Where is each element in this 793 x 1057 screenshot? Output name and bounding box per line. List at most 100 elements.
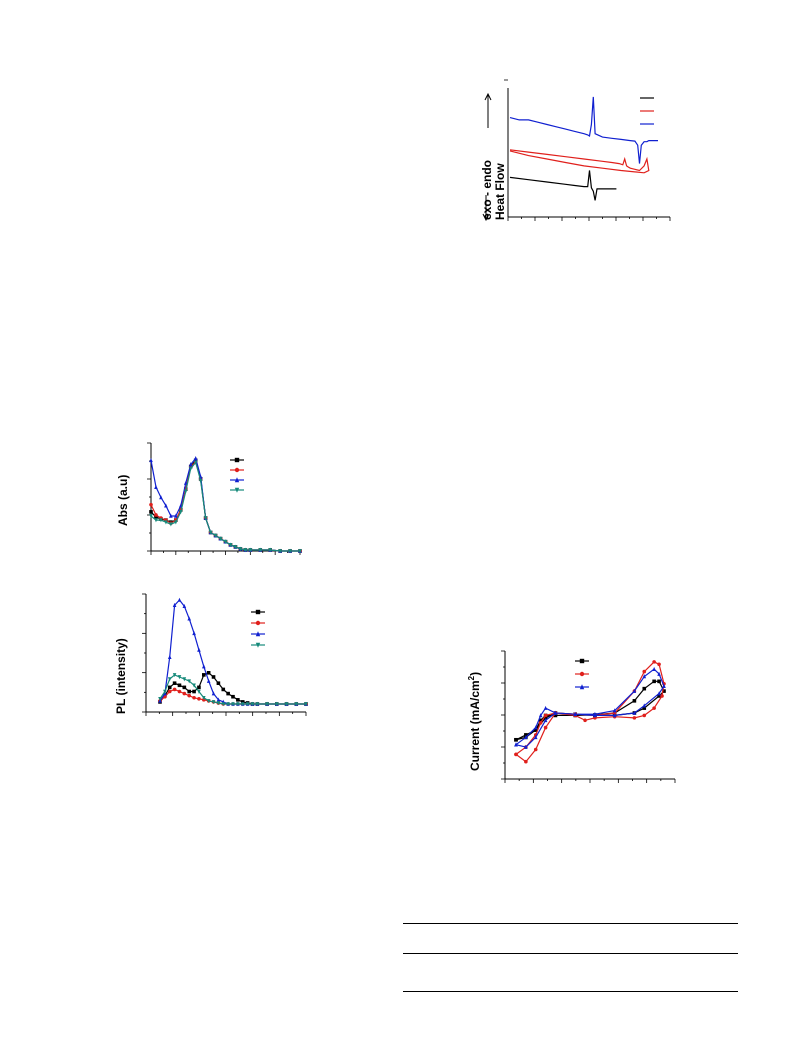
cv-series-1-point	[652, 660, 656, 664]
abs-series-2-point	[149, 458, 153, 463]
abs-series-3-point	[174, 520, 178, 525]
abs-series-2-line	[150, 457, 300, 552]
cv-series-1-point	[657, 662, 661, 667]
cv-series-0-point	[524, 733, 528, 737]
pl-series-0-point	[167, 685, 172, 690]
pl-series-0-point	[226, 691, 230, 696]
abs-series-2-point	[164, 503, 168, 508]
pl-series-3-line	[159, 674, 306, 705]
pl-series-3-point	[250, 702, 255, 707]
pl-series-0-point	[206, 671, 211, 675]
pl-series-3-point	[226, 702, 230, 707]
table-bottom-rule	[403, 991, 738, 992]
cv-series-0-point	[533, 728, 538, 732]
cv-series-2-point	[652, 666, 656, 671]
pl-series-2-point	[182, 603, 187, 609]
cv-series-group	[514, 660, 666, 764]
pl-series-3-point	[172, 673, 177, 678]
cv-ylabel-end: )	[468, 672, 482, 676]
pl-series-0-point	[192, 689, 196, 694]
abs-series-3-point	[169, 522, 173, 527]
cv-series-2-point	[632, 710, 637, 715]
cv-series-1-point	[524, 759, 528, 764]
abs-series-3-point	[248, 548, 253, 553]
abs-series-0-point	[149, 510, 153, 514]
abs-legend-marker	[234, 467, 240, 473]
pl-series-0-point	[211, 675, 216, 679]
table-top-rule	[403, 923, 738, 924]
abs-legend-marker	[234, 477, 240, 483]
abs-series-3-point	[278, 549, 282, 554]
pl-series-2-point	[192, 630, 196, 636]
abs-series-3-point	[159, 518, 163, 523]
cv-series-2-point	[543, 718, 548, 723]
abs-series-3-point	[193, 460, 198, 465]
pl-series-0-point	[187, 689, 191, 694]
cv-series-0-point	[553, 713, 558, 718]
pl-series-0-point	[197, 685, 201, 690]
abs-series-0-line	[150, 459, 300, 552]
pl-series-2-point	[216, 697, 221, 702]
cv-series-2-point	[524, 735, 528, 740]
abs-series-3-point	[154, 518, 158, 523]
cv-series-2-point	[612, 713, 617, 718]
pl-legend-marker	[255, 642, 261, 648]
abs-series-3-point	[213, 533, 218, 538]
pl-plot: PL (intensity)	[114, 593, 308, 716]
abs-figure: Abs (a.u)	[110, 440, 310, 565]
abs-series-2-point	[188, 462, 193, 467]
cv-series-1-point	[533, 747, 538, 752]
abs-series-3-point	[149, 514, 153, 519]
dsc-legend	[640, 97, 654, 125]
abs-series-3-point	[258, 548, 263, 553]
abs-series-3-point	[228, 543, 233, 548]
pl-series-3-point	[187, 679, 191, 684]
pl-series-3-point	[167, 677, 172, 682]
abs-series-1-point	[149, 502, 153, 507]
cv-series-2-point	[533, 725, 538, 730]
pl-series-3-point	[211, 700, 216, 705]
abs-series-3-point	[238, 547, 243, 552]
abs-series-2-point	[159, 495, 163, 500]
abs-plot: Abs (a.u)	[116, 442, 302, 555]
abs-series-3-point	[298, 549, 302, 554]
cv-series-2-point	[642, 674, 647, 679]
cv-series-0-point	[514, 737, 518, 742]
pl-series-3-point	[245, 702, 250, 707]
cv-series-2-point	[662, 683, 666, 689]
pl-series-1-point	[192, 695, 196, 700]
pl-series-3-point	[221, 702, 226, 707]
abs-series-3-point	[268, 548, 272, 553]
pl-series-3-point	[216, 701, 221, 706]
cv-series-0-point	[642, 686, 647, 691]
abs-series-3-point	[198, 479, 203, 484]
dsc-ylabel-bottom: Heat Flow	[493, 163, 507, 220]
cv-series-1-point	[583, 718, 587, 723]
pl-series-3-point	[240, 702, 245, 707]
cv-series-2-point	[514, 742, 518, 747]
abs-series-3-point	[164, 520, 168, 525]
abs-legend-marker	[234, 487, 240, 493]
cv-series-1-point	[538, 720, 543, 725]
dsc-series-1-line	[509, 149, 650, 174]
cv-series-1-point	[652, 706, 656, 710]
pl-series-3-point	[304, 702, 308, 707]
abs-series-3-point	[183, 489, 188, 494]
pl-series-1-point	[197, 697, 201, 701]
pl-legend	[251, 609, 265, 648]
pl-series-3-point	[192, 683, 196, 688]
pl-series-2-point	[202, 664, 206, 669]
abs-series-3-point	[188, 466, 193, 471]
cv-series-2-point	[642, 703, 647, 708]
pl-series-2-line	[159, 599, 306, 705]
pl-series-2-point	[177, 597, 182, 602]
pl-series-3-point	[294, 702, 299, 707]
pl-series-2-point	[167, 654, 172, 659]
abs-series-3-point	[179, 510, 183, 515]
pl-series-3-point	[236, 702, 240, 707]
abs-series-3-point	[288, 549, 292, 554]
pl-series-1-point	[172, 687, 177, 692]
cv-series-2-point	[593, 713, 597, 718]
pl-ylabel: PL (intensity)	[114, 638, 128, 714]
pl-legend-marker	[255, 609, 261, 615]
